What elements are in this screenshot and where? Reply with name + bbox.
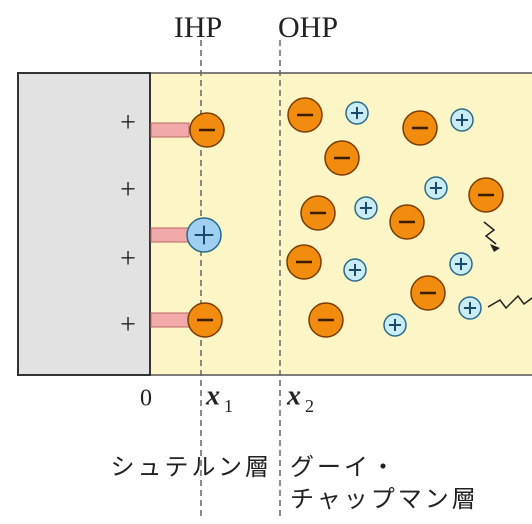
ions — [150, 97, 504, 338]
charge: + — [120, 107, 136, 138]
charge: + — [120, 309, 136, 340]
x1-var: x — [205, 380, 220, 411]
x2-sub: 2 — [305, 396, 314, 416]
zigzag — [483, 221, 497, 245]
arrowhead — [490, 244, 500, 252]
charge: + — [120, 174, 136, 205]
charge: + — [120, 243, 136, 274]
stern-label: シュテルン層 — [110, 453, 272, 481]
gouy-label: チャップマン層 — [290, 485, 479, 513]
linker — [150, 122, 190, 138]
zigzag — [487, 294, 532, 310]
electrode — [17, 72, 151, 376]
linker — [150, 312, 190, 328]
x2-var: x — [286, 380, 301, 411]
ihp-label: IHP — [174, 11, 222, 44]
gouy-label: グーイ・ — [290, 453, 398, 481]
ohp-label: OHP — [278, 11, 338, 44]
origin-label: 0 — [140, 386, 152, 412]
x1-sub: 1 — [224, 396, 233, 416]
linker — [150, 227, 190, 243]
